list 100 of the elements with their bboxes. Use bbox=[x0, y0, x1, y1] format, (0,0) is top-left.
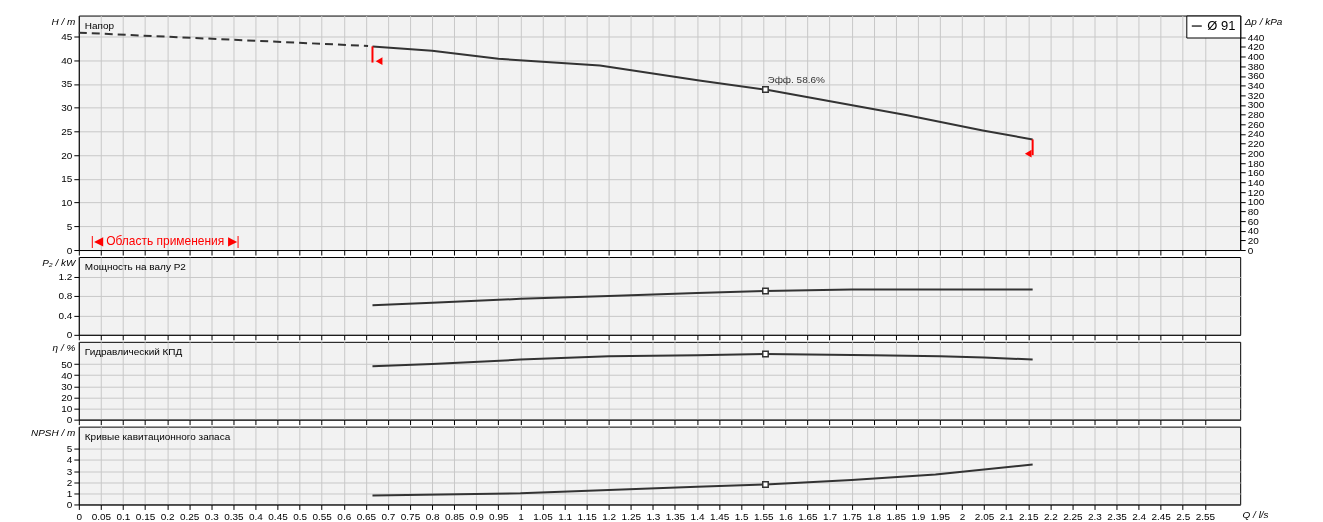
x-tick-label: 1.9 bbox=[911, 510, 926, 522]
x-tick-label: 1.4 bbox=[690, 510, 705, 522]
y-tick-label: 1 bbox=[66, 487, 73, 499]
chart-title: Мощность на валу P2 bbox=[84, 260, 187, 272]
x-tick-label: 1.55 bbox=[754, 510, 774, 522]
x-tick-label: 0 bbox=[76, 510, 83, 522]
x-axis-title: Q / l/s bbox=[1242, 508, 1269, 520]
point bbox=[762, 86, 769, 94]
x-tick-label: 1.85 bbox=[886, 510, 907, 522]
y-axis-title: η / % bbox=[52, 342, 76, 354]
x-tick-label: 2.25 bbox=[1063, 510, 1084, 522]
x-tick-label: 1.7 bbox=[823, 510, 838, 522]
y2-tick-label: 280 bbox=[1247, 109, 1265, 121]
x-tick-label: 1.95 bbox=[930, 510, 951, 522]
x-tick-label: 2.5 bbox=[1176, 510, 1191, 522]
x-tick-label: 0.2 bbox=[160, 510, 176, 522]
x-tick-label: 0.5 bbox=[293, 510, 308, 522]
y2-tick-label: 420 bbox=[1247, 41, 1265, 53]
y-axis-title: H / m bbox=[51, 16, 76, 28]
x-tick-label: 0.3 bbox=[204, 510, 220, 522]
x-tick-label: 1.5 bbox=[734, 510, 750, 522]
line-series bbox=[371, 45, 1034, 141]
x-tick-label: 1.25 bbox=[621, 510, 642, 522]
x-tick-label: 2.1 bbox=[999, 510, 1015, 522]
x-tick-label: 1.3 bbox=[646, 510, 661, 522]
chart-title: Кривые кавитационного запаса bbox=[84, 430, 231, 442]
y-tick-label: 45 bbox=[61, 30, 73, 42]
y2-tick-label: 100 bbox=[1247, 196, 1265, 208]
y2-axis-title: Δp / kPa bbox=[1243, 16, 1283, 28]
y2-tick-label: 80 bbox=[1247, 205, 1260, 217]
y-tick-label: 0.4 bbox=[58, 309, 73, 321]
y2-tick-label: 220 bbox=[1247, 138, 1265, 150]
x-tick-label: 1.2 bbox=[602, 510, 617, 522]
x-tick-label: 0.05 bbox=[91, 510, 112, 522]
y-axis-title: P₂ / kW bbox=[42, 257, 77, 269]
y-tick-label: 50 bbox=[61, 358, 73, 370]
y2-tick-label: 360 bbox=[1247, 70, 1265, 82]
y-tick-label: 15 bbox=[61, 173, 73, 185]
x-tick-label: 0.75 bbox=[400, 510, 421, 522]
chart-title: Напор bbox=[84, 19, 115, 31]
x-tick-label: 0.65 bbox=[356, 510, 377, 522]
x-tick-label: 2.05 bbox=[974, 510, 995, 522]
y-tick-label: 3 bbox=[66, 465, 73, 477]
y2-tick-label: 60 bbox=[1247, 215, 1260, 227]
x-tick-label: 1.6 bbox=[778, 510, 794, 522]
y-axis-title: NPSH / m bbox=[31, 427, 76, 439]
y2-tick-label: 320 bbox=[1247, 89, 1265, 101]
x-tick-label: 1.05 bbox=[533, 510, 554, 522]
y-tick-label: 30 bbox=[61, 102, 73, 114]
y2-tick-label: 180 bbox=[1247, 157, 1265, 169]
line-series bbox=[371, 463, 1034, 497]
x-tick-label: 1.1 bbox=[558, 510, 573, 522]
x-tick-label: 0.55 bbox=[312, 510, 333, 522]
x-tick-label: 2.15 bbox=[1019, 510, 1039, 522]
y2-tick-label: 40 bbox=[1247, 225, 1260, 237]
y-tick-label: 2 bbox=[66, 476, 73, 488]
x-tick-label: 0.25 bbox=[180, 510, 200, 522]
x-tick-label: 0.35 bbox=[224, 510, 245, 522]
y-tick-label: 5 bbox=[66, 443, 73, 455]
x-tick-label: 0.85 bbox=[444, 510, 465, 522]
y2-tick-label: 160 bbox=[1247, 167, 1265, 179]
y-tick-label: 0 bbox=[66, 244, 73, 256]
y2-tick-label: 400 bbox=[1247, 51, 1265, 63]
y-tick-label: 35 bbox=[61, 78, 73, 90]
x-tick-label: 2.2 bbox=[1043, 510, 1059, 522]
x-tick-label: 0.45 bbox=[268, 510, 289, 522]
x-tick-label: 2 bbox=[959, 510, 966, 522]
x-tick-label: 2.4 bbox=[1132, 510, 1147, 522]
x-tick-label: 1.65 bbox=[798, 510, 819, 522]
y2-tick-label: 380 bbox=[1247, 60, 1265, 72]
y2-tick-label: 240 bbox=[1247, 128, 1265, 140]
y-tick-label: 0 bbox=[66, 329, 73, 341]
x-tick-label: 2.55 bbox=[1195, 510, 1216, 522]
point bbox=[1024, 149, 1032, 158]
legend-label: Ø 91 bbox=[1207, 18, 1236, 34]
y2-tick-label: 340 bbox=[1247, 80, 1265, 92]
y-tick-label: 40 bbox=[61, 369, 73, 381]
y-tick-label: 10 bbox=[61, 403, 73, 415]
y2-tick-label: 140 bbox=[1247, 176, 1265, 188]
x-tick-label: 0.8 bbox=[425, 510, 440, 522]
y-tick-label: 1.2 bbox=[58, 270, 73, 282]
x-tick-label: 0.1 bbox=[116, 510, 131, 522]
x-tick-label: 2.45 bbox=[1151, 510, 1172, 522]
x-tick-label: 2.3 bbox=[1088, 510, 1103, 522]
x-tick-label: 1.75 bbox=[842, 510, 863, 522]
x-tick-label: 0.7 bbox=[381, 510, 396, 522]
y-tick-label: 40 bbox=[61, 54, 73, 66]
x-tick-label: 0.15 bbox=[135, 510, 156, 522]
x-tick-label: 1.15 bbox=[577, 510, 598, 522]
y2-tick-label: 200 bbox=[1247, 147, 1265, 159]
annotation: |◀ Область применения ▶| bbox=[90, 234, 240, 249]
x-tick-label: 0.9 bbox=[469, 510, 485, 522]
y-tick-label: 4 bbox=[66, 454, 73, 466]
x-tick-label: 1.45 bbox=[709, 510, 730, 522]
y2-tick-label: 300 bbox=[1247, 99, 1265, 111]
y-tick-label: 20 bbox=[61, 391, 73, 403]
x-tick-label: 0.4 bbox=[249, 510, 264, 522]
y2-tick-label: 440 bbox=[1247, 31, 1265, 43]
y-tick-label: 5 bbox=[66, 220, 73, 232]
y-tick-label: 25 bbox=[61, 125, 73, 137]
